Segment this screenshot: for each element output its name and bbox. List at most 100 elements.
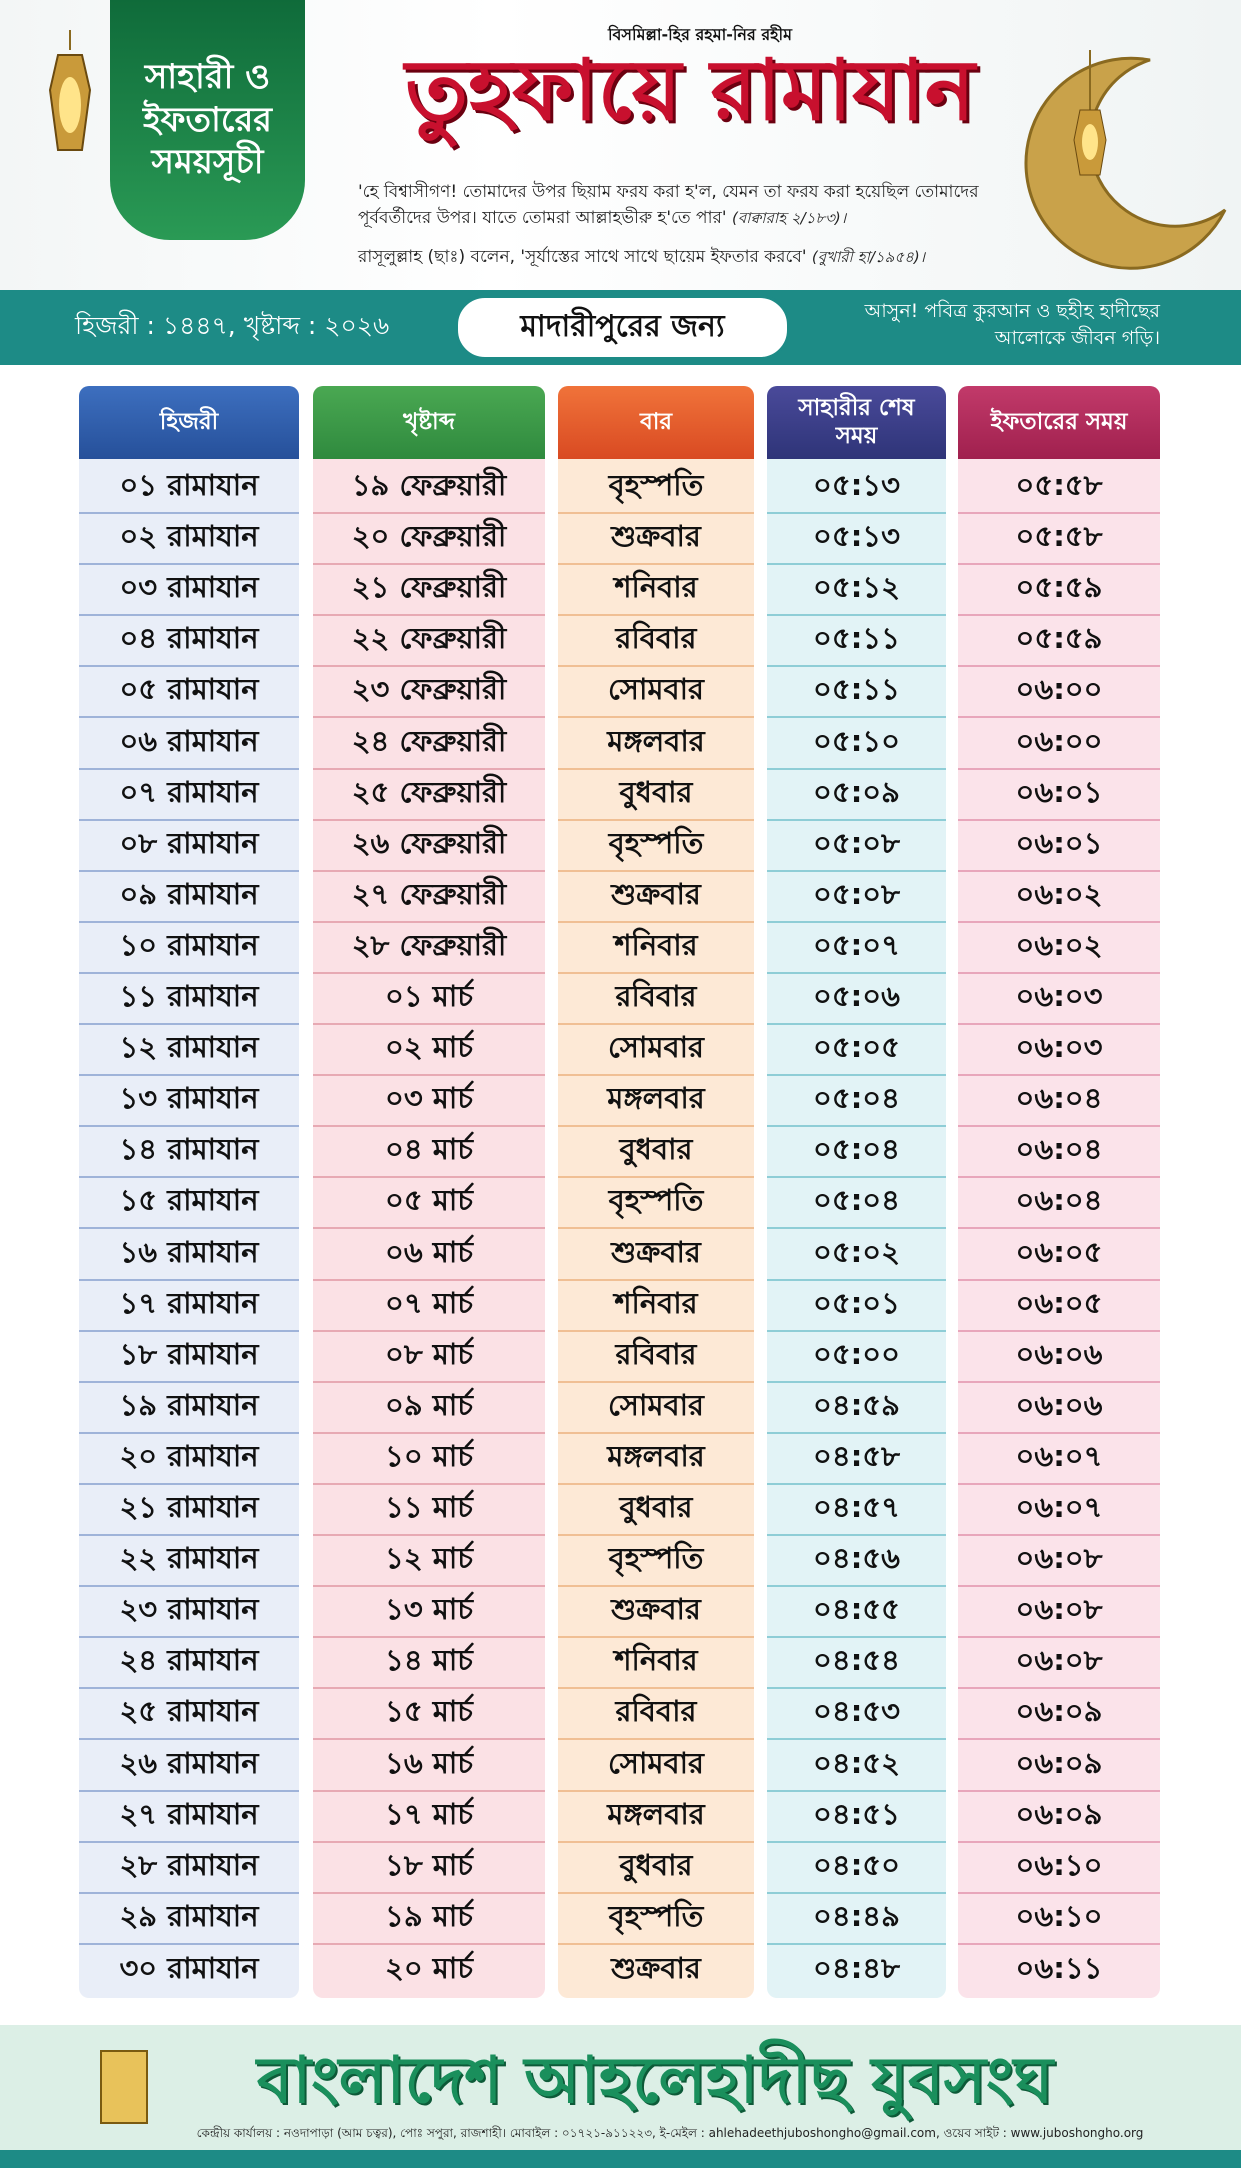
table-cell: ০৬:০০ bbox=[958, 719, 1160, 770]
table-cell: ১৮ মার্চ bbox=[313, 1843, 545, 1894]
table-cell: ০৫ রামাযান bbox=[79, 667, 299, 719]
table-cell: ১৬ রামাযান bbox=[79, 1230, 299, 1281]
table-cell: ২৩ ফেব্রুয়ারী bbox=[313, 667, 545, 719]
bismillah: বিসমিল্লা-হির রহমা-নির রহীম bbox=[607, 25, 793, 44]
table-cell: ০৬:১১ bbox=[1015, 1950, 1103, 1985]
organization: বাংলাদেশ আহলেহাদীছ যুবসংঘ bbox=[256, 2044, 1054, 2118]
table-cell: শুক্রবার bbox=[611, 1950, 701, 1985]
table-cell: রবিবার bbox=[558, 1332, 754, 1383]
table-cell: ১৭ মার্চ bbox=[313, 1792, 545, 1843]
address: কেন্দ্রীয় কার্যালয় : নওদাপাড়া (আম চত্… bbox=[196, 2126, 1144, 2140]
table-cell: ০৫:১৩ bbox=[767, 463, 946, 514]
table-cell: ০৪:৫৭ bbox=[767, 1485, 946, 1536]
title: তুহফায়ে রামাযান bbox=[405, 41, 975, 139]
table-cell: ০৬ মার্চ bbox=[313, 1230, 545, 1281]
table-cell: ২৯ রামাযান bbox=[79, 1894, 299, 1945]
table-cell: ০৪:৫৮ bbox=[767, 1434, 946, 1485]
table-cell: ০৬:০৯ bbox=[958, 1741, 1160, 1792]
table-cell: ০৭ মার্চ bbox=[313, 1281, 545, 1332]
table-cell: ০৬:০৮ bbox=[958, 1587, 1160, 1639]
verse-block: 'হে বিশ্বাসীগণ! তোমাদের উপর ছিয়াম ফরয ক… bbox=[358, 180, 1006, 231]
table-cell: ০৪ রামাযান bbox=[79, 616, 299, 668]
crescent bbox=[1024, 50, 1227, 270]
table-cell: ১৬ মার্চ bbox=[313, 1741, 545, 1792]
table-column: বার বৃহস্পতি শুক্রবার শনিবার রবিবার সোমবার মঙ্… bbox=[558, 386, 754, 1998]
table-cell: ২৫ রামাযান bbox=[79, 1689, 299, 1741]
table-cell: ২১ রামাযান bbox=[79, 1485, 299, 1536]
logo bbox=[100, 2050, 148, 2124]
table-cell: ০৬:০৩ bbox=[958, 1025, 1160, 1077]
table-cell: ০৪:৪৯ bbox=[767, 1894, 946, 1945]
table-cell: সোমবার bbox=[558, 1741, 754, 1792]
table-cell: বৃহস্পতি bbox=[558, 1894, 754, 1945]
table-cell: বুধবার bbox=[558, 1485, 754, 1536]
table-cell: ০৮ মার্চ bbox=[313, 1332, 545, 1383]
table-cell: ২৪ রামাযান bbox=[79, 1638, 299, 1690]
table-column: হিজরী ০১ রামাযান ০২ রামাযান ০৩ রামাযান ০৪ রা… bbox=[79, 386, 299, 1998]
table-cell: ২১ ফেব্রুয়ারী bbox=[313, 565, 545, 617]
table-cell: ১৩ মার্চ bbox=[313, 1587, 545, 1639]
table-cell: ২০ রামাযান bbox=[79, 1434, 299, 1485]
table-cell: ১০ রামাযান bbox=[79, 923, 299, 974]
table-cell: ২০ ফেব্রুয়ারী bbox=[313, 514, 545, 566]
table-cell: ০৫:১১ bbox=[767, 616, 946, 668]
table-cell: ১৭ রামাযান bbox=[79, 1281, 299, 1332]
table-cell: শনিবার bbox=[558, 565, 754, 617]
table-cell: শনিবার bbox=[558, 1638, 754, 1690]
table-cell: ০৬:০৯ bbox=[958, 1689, 1160, 1741]
table-cell: ২৮ রামাযান bbox=[79, 1843, 299, 1894]
table-cell: শুক্রবার bbox=[558, 514, 754, 566]
verse: 'হে বিশ্বাসীগণ! তোমাদের উপর ছিয়াম ফরয ক… bbox=[358, 182, 979, 228]
table-cell: ২৪ ফেব্রুয়ারী bbox=[313, 719, 545, 770]
table-cell: ০৬:০৪ bbox=[958, 1076, 1160, 1128]
table-cell: বৃহস্পতি bbox=[558, 1178, 754, 1230]
table-cell: ০৫:১১ bbox=[767, 667, 946, 719]
table-cell: ০৫:০৮ bbox=[767, 821, 946, 872]
table-cell: ২২ রামাযান bbox=[79, 1536, 299, 1588]
table-cell: শনিবার bbox=[558, 1281, 754, 1332]
hadith-block: রাসূলুল্লাহ (ছাঃ) বলেন, 'সূর্যাস্তের সাথ… bbox=[358, 244, 1006, 272]
table-cell: ০৫:০৪ bbox=[767, 1178, 946, 1230]
table-cell: ০৪:৫১ bbox=[767, 1792, 946, 1843]
table-cell: ২৬ রামাযান bbox=[79, 1741, 299, 1792]
table-cell: শুক্রবার bbox=[558, 1230, 754, 1281]
table-cell: ১৩ রামাযান bbox=[79, 1076, 299, 1128]
table-cell: শনিবার bbox=[558, 923, 754, 974]
table-cell: ১৪ মার্চ bbox=[313, 1638, 545, 1690]
table-cell: ০২ রামাযান bbox=[79, 514, 299, 566]
table-cell: ০৫:০১ bbox=[767, 1281, 946, 1332]
table-cell: ০৩ রামাযান bbox=[79, 565, 299, 617]
table-cell: ০৬ রামাযান bbox=[79, 719, 299, 770]
table-cell: সোমবার bbox=[558, 1383, 754, 1434]
table-cell: ০৪:৫২ bbox=[767, 1741, 946, 1792]
table-cell: ০৪:৪৮ bbox=[813, 1950, 900, 1985]
table-cell: ০৫:১০ bbox=[767, 719, 946, 770]
table-cell: ০৫:০৫ bbox=[767, 1025, 946, 1077]
table-cell: ২৭ রামাযান bbox=[79, 1792, 299, 1843]
table-cell: ১৮ রামাযান bbox=[79, 1332, 299, 1383]
table-cell: ০৪ মার্চ bbox=[313, 1127, 545, 1179]
table-cell: ০৫:০৬ bbox=[767, 974, 946, 1025]
table-cell: ০৪:৫০ bbox=[767, 1843, 946, 1894]
table-cell: ০৫:০৪ bbox=[767, 1127, 946, 1179]
table-cell: ২৩ রামাযান bbox=[79, 1587, 299, 1639]
table-cell: ০২ মার্চ bbox=[313, 1025, 545, 1077]
table-cell: ০৬:০৬ bbox=[958, 1383, 1160, 1434]
table-cell: ০৫:০৮ bbox=[767, 872, 946, 923]
column-header: ইফতারের সময় bbox=[958, 386, 1160, 459]
table-cell: ০৬:০৩ bbox=[958, 974, 1160, 1025]
table-cell: ৩০ রামাযান bbox=[119, 1950, 259, 1985]
badge: সাহারী ও ইফতারের সময়সূচী bbox=[110, 0, 305, 240]
hadith-ref: (বুখারী হা/১৯৫৪)। bbox=[811, 248, 926, 266]
footer bbox=[0, 2025, 1241, 2150]
table-cell: ১১ মার্চ bbox=[313, 1485, 545, 1536]
table-cell: ০৬:০৬ bbox=[958, 1332, 1160, 1383]
lantern-left bbox=[48, 30, 92, 151]
table-cell: ০৩ মার্চ bbox=[313, 1076, 545, 1128]
table-cell: ০৪:৫৯ bbox=[767, 1383, 946, 1434]
table-cell: মঙ্গলবার bbox=[558, 1076, 754, 1128]
table-cell: ০৫:০২ bbox=[767, 1230, 946, 1281]
table-cell: ০৬:০৯ bbox=[958, 1792, 1160, 1843]
table-cell: ০৬:০৪ bbox=[958, 1127, 1160, 1179]
